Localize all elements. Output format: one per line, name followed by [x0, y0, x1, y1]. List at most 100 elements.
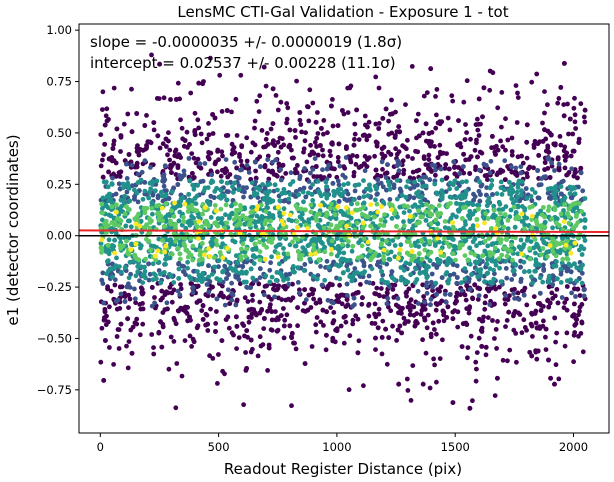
scatter-point: [98, 132, 104, 138]
scatter-point: [470, 211, 476, 217]
scatter-point: [582, 119, 588, 125]
scatter-point: [404, 376, 410, 382]
scatter-point: [401, 167, 407, 173]
scatter-point: [404, 184, 409, 190]
scatter-point: [389, 216, 395, 221]
scatter-point: [191, 155, 197, 161]
scatter-point: [372, 311, 377, 317]
scatter-point: [377, 264, 383, 270]
scatter-point: [414, 190, 419, 196]
scatter-point: [444, 270, 450, 275]
scatter-point: [229, 280, 235, 286]
scatter-point: [129, 162, 135, 168]
scatter-point: [503, 147, 508, 153]
scatter-point: [493, 152, 498, 157]
scatter-point: [190, 285, 196, 290]
scatter-point: [257, 239, 262, 245]
scatter-point: [102, 309, 108, 315]
scatter-point: [515, 251, 521, 257]
scatter-point: [336, 299, 342, 305]
scatter-point: [459, 288, 465, 293]
scatter-point: [233, 302, 239, 308]
scatter-point: [239, 167, 245, 173]
scatter-point: [522, 325, 528, 330]
scatter-point: [163, 192, 169, 198]
scatter-point: [475, 127, 481, 133]
scatter-point: [241, 402, 247, 408]
scatter-point: [142, 210, 148, 216]
scatter-point: [151, 127, 157, 133]
scatter-point: [124, 284, 130, 290]
scatter-point: [324, 309, 329, 315]
scatter-point: [540, 246, 546, 251]
scatter-point: [213, 321, 219, 326]
scatter-point: [362, 168, 368, 174]
scatter-point: [447, 272, 453, 278]
scatter-point: [487, 279, 493, 285]
scatter-point: [327, 205, 333, 211]
scatter-point: [458, 193, 463, 199]
scatter-point: [498, 279, 504, 284]
scatter-point: [411, 184, 417, 190]
scatter-point: [133, 273, 139, 279]
scatter-point: [450, 182, 456, 188]
scatter-point: [467, 261, 473, 267]
scatter-point: [468, 333, 474, 339]
scatter-point: [273, 277, 279, 283]
scatter-point: [392, 282, 398, 288]
scatter-point: [222, 263, 228, 269]
scatter-point: [270, 236, 276, 242]
scatter-point: [511, 268, 517, 274]
scatter-point: [314, 135, 320, 141]
scatter-point: [362, 132, 367, 138]
scatter-point: [250, 292, 255, 298]
scatter-point: [235, 260, 241, 266]
scatter-point: [263, 83, 269, 89]
scatter-point: [531, 165, 536, 171]
scatter-point: [388, 152, 394, 157]
scatter-point: [389, 97, 394, 103]
scatter-point: [475, 175, 480, 181]
scatter-point: [408, 297, 414, 303]
scatter-point: [475, 116, 480, 122]
scatter-point: [382, 280, 388, 285]
scatter-point: [450, 400, 456, 405]
scatter-point: [272, 182, 278, 188]
scatter-point: [553, 200, 558, 206]
scatter-point: [579, 320, 585, 326]
scatter-point: [326, 162, 332, 168]
scatter-point: [106, 156, 112, 162]
scatter-point: [379, 277, 385, 283]
scatter-point: [275, 149, 281, 155]
scatter-point: [252, 159, 258, 165]
scatter-point: [379, 241, 384, 246]
scatter-point: [248, 285, 254, 291]
scatter-point: [297, 110, 303, 115]
scatter-point: [434, 292, 439, 297]
scatter-point: [118, 133, 124, 139]
scatter-point: [355, 201, 360, 207]
scatter-point: [475, 154, 480, 160]
scatter-point: [238, 158, 244, 164]
scatter-point: [161, 270, 167, 275]
scatter-point: [111, 142, 116, 147]
scatter-point: [230, 184, 235, 190]
scatter-point: [361, 194, 367, 200]
scatter-point: [103, 225, 109, 231]
scatter-point: [377, 293, 382, 299]
scatter-point: [491, 267, 496, 273]
scatter-point: [206, 263, 211, 269]
scatter-point: [532, 138, 538, 144]
scatter-point: [353, 313, 359, 319]
scatter-point: [396, 168, 402, 174]
scatter-point: [506, 309, 512, 315]
scatter-point: [424, 202, 429, 207]
scatter-point: [403, 260, 409, 266]
scatter-point: [218, 187, 224, 193]
scatter-point: [108, 288, 114, 294]
scatter-point: [451, 159, 457, 165]
scatter-point: [107, 304, 112, 310]
scatter-point: [308, 170, 313, 176]
scatter-point: [572, 119, 578, 125]
scatter-point: [582, 238, 588, 243]
